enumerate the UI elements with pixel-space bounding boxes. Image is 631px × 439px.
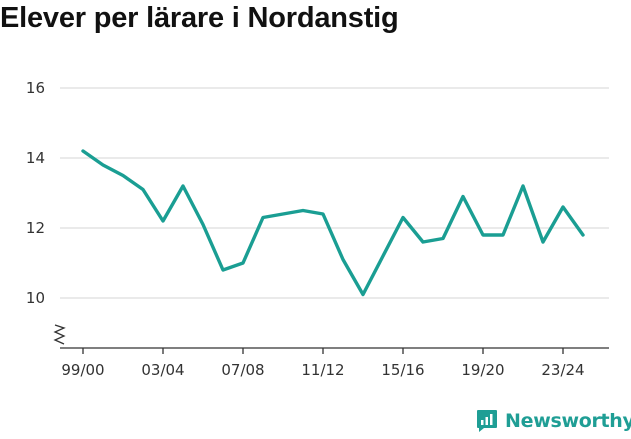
brand-logo: Newsworthy [476, 409, 631, 433]
y-tick-label: 16 [26, 79, 45, 97]
axis-break-icon [53, 324, 66, 345]
grid-lines [60, 87, 609, 299]
y-tick-label: 14 [26, 149, 45, 167]
newsworthy-logo-icon [477, 410, 497, 432]
x-axis: 99/00 03/04 07/08 11/12 15/16 19/20 23/24 [60, 347, 609, 379]
brand-name: Newsworthy [505, 410, 631, 432]
y-tick-labels: 10 12 14 16 [26, 79, 45, 307]
series-line [81, 149, 585, 297]
x-tick-label: 99/00 [61, 361, 104, 379]
chart-title: Elever per lärare i Nordanstig [0, 2, 399, 34]
x-tick-label: 07/08 [221, 361, 264, 379]
x-tick-label: 19/20 [461, 361, 504, 379]
x-tick-label: 15/16 [381, 361, 424, 379]
x-tick-label: 11/12 [301, 361, 344, 379]
data-series [81, 149, 585, 297]
x-tick-label: 23/24 [541, 361, 584, 379]
x-tick-label: 03/04 [141, 361, 184, 379]
y-tick-label: 10 [26, 289, 45, 307]
y-tick-label: 12 [26, 219, 45, 237]
axis-break-zigzag [53, 324, 66, 345]
